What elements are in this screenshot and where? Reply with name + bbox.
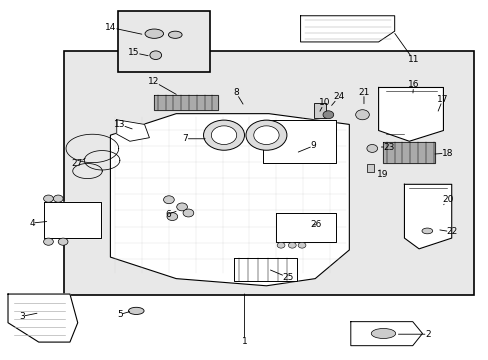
Polygon shape xyxy=(350,321,422,346)
Text: 6: 6 xyxy=(165,210,176,219)
Circle shape xyxy=(211,126,236,144)
Text: 11: 11 xyxy=(394,33,419,64)
Text: 17: 17 xyxy=(436,95,447,111)
Polygon shape xyxy=(8,294,78,342)
Circle shape xyxy=(166,213,177,221)
Circle shape xyxy=(43,195,53,202)
Circle shape xyxy=(288,242,296,248)
Text: 2: 2 xyxy=(398,330,429,339)
Polygon shape xyxy=(117,120,149,141)
Circle shape xyxy=(298,242,305,248)
Bar xyxy=(118,12,210,72)
Polygon shape xyxy=(404,184,451,249)
Text: 12: 12 xyxy=(147,77,176,94)
Circle shape xyxy=(58,238,68,245)
Circle shape xyxy=(43,238,53,245)
Ellipse shape xyxy=(370,328,395,338)
Ellipse shape xyxy=(128,307,144,315)
Text: 8: 8 xyxy=(232,87,243,104)
Bar xyxy=(313,103,326,118)
Circle shape xyxy=(277,242,285,248)
Text: 15: 15 xyxy=(128,48,148,57)
Bar xyxy=(366,163,373,172)
Text: 26: 26 xyxy=(310,220,321,229)
Ellipse shape xyxy=(145,29,163,39)
Text: 9: 9 xyxy=(298,141,315,152)
Text: 24: 24 xyxy=(331,92,344,105)
Polygon shape xyxy=(263,120,335,163)
Text: 10: 10 xyxy=(318,98,329,111)
Text: 19: 19 xyxy=(376,170,387,179)
Text: 7: 7 xyxy=(183,134,205,143)
Circle shape xyxy=(53,195,63,202)
Circle shape xyxy=(245,120,286,150)
Circle shape xyxy=(150,51,161,59)
Text: 27: 27 xyxy=(71,158,85,168)
Text: 22: 22 xyxy=(439,228,457,237)
Circle shape xyxy=(163,196,174,204)
Circle shape xyxy=(366,144,377,152)
Circle shape xyxy=(355,110,368,120)
Text: 16: 16 xyxy=(407,81,419,93)
Ellipse shape xyxy=(168,31,182,39)
Text: 23: 23 xyxy=(381,143,394,152)
Polygon shape xyxy=(378,87,443,141)
Circle shape xyxy=(183,209,193,217)
Text: 5: 5 xyxy=(117,310,129,319)
Polygon shape xyxy=(276,213,335,242)
Polygon shape xyxy=(300,16,394,42)
Circle shape xyxy=(253,126,279,144)
Polygon shape xyxy=(43,202,101,238)
Text: 25: 25 xyxy=(270,270,293,282)
Circle shape xyxy=(203,120,244,150)
Polygon shape xyxy=(383,142,434,163)
Text: 18: 18 xyxy=(434,149,452,158)
Circle shape xyxy=(323,111,333,119)
Polygon shape xyxy=(110,114,348,286)
Polygon shape xyxy=(154,95,217,110)
Text: 20: 20 xyxy=(441,195,452,205)
Text: 4: 4 xyxy=(29,219,46,228)
Bar xyxy=(64,51,473,295)
Ellipse shape xyxy=(421,228,432,234)
Text: 13: 13 xyxy=(113,120,132,129)
Circle shape xyxy=(176,203,187,211)
Text: 14: 14 xyxy=(105,23,142,34)
Text: 3: 3 xyxy=(20,312,37,321)
Text: 1: 1 xyxy=(241,294,247,346)
Text: 21: 21 xyxy=(358,87,369,104)
Polygon shape xyxy=(233,258,297,281)
